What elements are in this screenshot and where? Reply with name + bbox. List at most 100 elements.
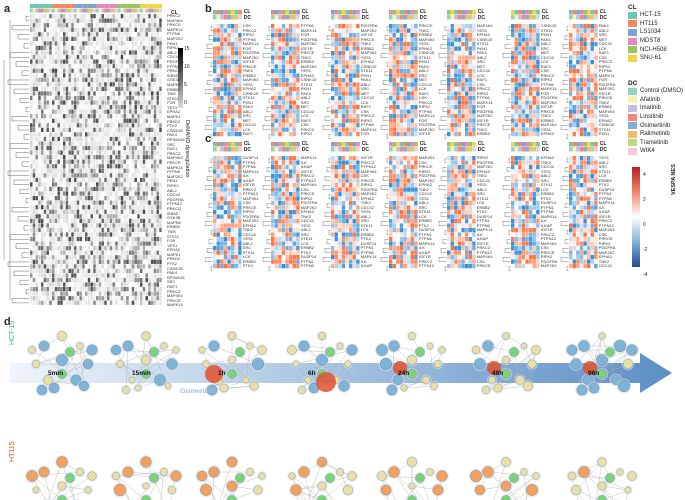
nes-cell (536, 28, 540, 33)
heatmap-cell (159, 186, 162, 192)
heatmap-cell (60, 282, 63, 287)
heatmap-cell (131, 132, 135, 137)
nes-cell (529, 28, 533, 33)
heatmap-cell (140, 246, 143, 251)
heatmap-cell (79, 18, 82, 23)
heatmap-cell (109, 200, 113, 205)
nes-cell (234, 264, 238, 269)
heatmap-cell (60, 232, 63, 237)
nes-cell (231, 156, 235, 161)
nes-cell (407, 78, 411, 83)
nes-cell (289, 28, 293, 33)
heatmap-cell (43, 300, 47, 305)
nes-cell (594, 24, 598, 29)
nes-cell (292, 91, 296, 96)
heatmap-cell (159, 218, 162, 223)
heatmap-cell (140, 264, 143, 269)
heatmap-cell (137, 118, 140, 123)
nes-cell (285, 24, 289, 29)
heatmap-cell (156, 141, 159, 146)
heatmap-cell (38, 300, 41, 305)
nes-cell (285, 210, 289, 215)
heatmap-cell (151, 232, 154, 237)
heatmap-cell (54, 141, 58, 146)
nes-cell (234, 46, 238, 51)
heatmap-cell (57, 277, 60, 283)
heatmap-cell (151, 118, 154, 123)
heatmap-cell (101, 287, 104, 292)
heatmap-cell (38, 54, 41, 60)
heatmap-cell (90, 77, 93, 82)
heatmap-cell (93, 255, 96, 260)
heatmap-cell (43, 86, 47, 92)
heatmap-cell (148, 255, 151, 260)
nes-cell (271, 210, 275, 215)
nes-cell (414, 60, 418, 65)
nes-cell (231, 264, 235, 269)
nes-cell (234, 228, 238, 233)
heatmap-cell (52, 255, 55, 260)
heatmap-cell (134, 255, 137, 260)
heatmap-cell (46, 36, 49, 41)
nes-cell (447, 127, 451, 132)
heatmap-cell (49, 105, 52, 110)
heatmap-cell (148, 191, 151, 196)
heatmap-cell (101, 64, 104, 69)
heatmap-cell (137, 14, 140, 19)
heatmap-cell (63, 32, 66, 37)
heatmap-cell (104, 105, 107, 110)
heatmap-cell (90, 236, 93, 242)
heatmap-cell (43, 54, 47, 60)
nes-cell (410, 87, 414, 92)
nes-cell (514, 127, 518, 132)
heatmap-cell (142, 50, 146, 55)
dc-annotation-cell (30, 8, 33, 13)
heatmap-cell (65, 91, 69, 96)
heatmap-cell (96, 186, 99, 192)
heatmap-cell (123, 250, 126, 255)
heatmap-cell (90, 177, 93, 183)
nes-cell (278, 210, 282, 215)
heatmap-cell (68, 41, 71, 46)
heatmap-cell (71, 18, 74, 23)
nes-cell (454, 55, 458, 60)
nes-cell (514, 118, 518, 123)
heatmap-cell (109, 95, 113, 101)
heatmap-cell (134, 200, 137, 205)
heatmap-cell (57, 132, 60, 137)
heatmap-cell (85, 150, 88, 155)
nes-cell (472, 127, 476, 132)
heatmap-cell (98, 200, 102, 205)
heatmap-cell (85, 127, 88, 132)
heatmap-cell (60, 23, 63, 28)
heatmap-cell (87, 250, 91, 255)
nes-cell (576, 73, 580, 78)
heatmap-cell (140, 118, 143, 123)
nes-cell (396, 91, 400, 96)
heatmap-cell (46, 223, 49, 228)
gene-label: PTPN12 (167, 63, 183, 69)
heatmap-cell (98, 77, 102, 82)
dc-annotation-cell (109, 8, 113, 13)
heatmap-cell (151, 41, 154, 46)
heatmap-cell (126, 200, 129, 205)
nes-cell (213, 201, 217, 206)
heatmap-cell (137, 18, 140, 23)
heatmap-cell (32, 41, 36, 46)
nes-cell (213, 192, 217, 197)
heatmap-cell (68, 164, 71, 169)
nes-cell (352, 114, 356, 119)
heatmap-cell (98, 227, 102, 233)
nes-cell (525, 64, 529, 69)
nes-cell (234, 118, 238, 123)
nes-cell (238, 232, 242, 237)
nes-cell (590, 69, 594, 74)
nes-cell (281, 127, 286, 132)
nes-cell (389, 100, 393, 105)
nes-cell (410, 82, 414, 87)
heatmap-cell (151, 182, 154, 187)
heatmap-cell (85, 191, 88, 196)
heatmap-cell (76, 95, 80, 101)
heatmap-cell (41, 114, 44, 119)
heatmap-cell (129, 41, 132, 46)
